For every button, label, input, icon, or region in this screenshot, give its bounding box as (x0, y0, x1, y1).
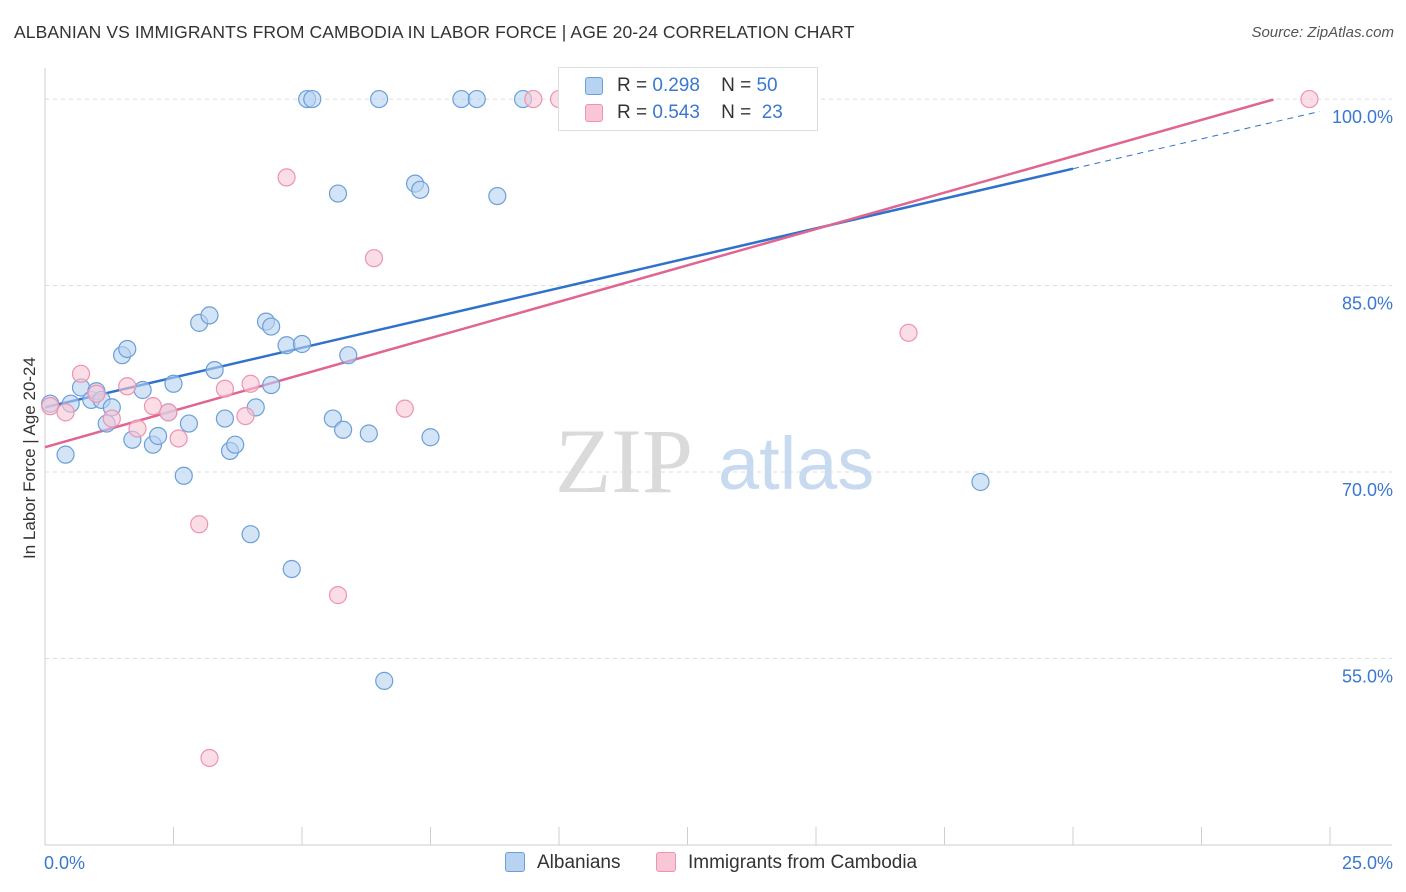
y-axis-label: In Labor Force | Age 20-24 (20, 357, 39, 559)
y-tick-label: 55.0% (1342, 667, 1393, 687)
albanians-point (262, 317, 281, 336)
cambodia-point (71, 364, 91, 383)
albanians-point (421, 428, 440, 447)
cambodia-point (364, 249, 384, 268)
cambodia-point (87, 384, 106, 403)
albanians-point (323, 409, 342, 428)
cambodia-point (190, 515, 209, 534)
legend-r-value-cambodia: 0.543 (652, 102, 700, 123)
albanians-point (411, 180, 430, 199)
cambodia-point (236, 406, 255, 426)
albanians-point (179, 414, 199, 433)
albanians-point (133, 380, 152, 400)
watermark-atlas: atlas (718, 422, 874, 505)
cambodia-point (524, 89, 543, 109)
albanians-point (226, 435, 245, 454)
axis-layer: 55.0% 70.0% 85.0% 100.0% 0.0% 25.0% (44, 68, 1393, 873)
cambodia-point (159, 403, 178, 422)
y-tick-label: 85.0% (1342, 294, 1393, 314)
watermark: ZIP atlas (555, 410, 874, 512)
legend-r-label: R = (617, 102, 648, 123)
grid-layer (45, 98, 1392, 660)
albanians-point (205, 360, 224, 380)
albanians-point (303, 89, 322, 109)
x-tick-label: 25.0% (1342, 853, 1393, 873)
albanians-point (215, 409, 234, 428)
bottom-legend-swatch-cambodia (656, 852, 676, 872)
cambodia-point (169, 429, 188, 448)
watermark-zip: ZIP (555, 410, 693, 512)
stats-legend: R = 0.298 N = 50 R = 0.543 N = 23 (558, 67, 818, 131)
albanians-point (277, 336, 296, 355)
cambodia-point (1300, 89, 1319, 109)
chart-title: ALBANIAN VS IMMIGRANTS FROM CAMBODIA IN … (14, 22, 855, 42)
albanians-point (339, 346, 358, 365)
trend-layer (44, 98, 1320, 449)
albanians-point (370, 89, 389, 109)
albanians-trendline-extension (1072, 110, 1320, 170)
legend-swatch-cambodia (585, 104, 603, 122)
albanians-point (164, 374, 183, 393)
albanians-point (488, 186, 507, 206)
bottom-legend-swatch-albanians (505, 852, 525, 872)
albanians-point (467, 89, 486, 109)
legend-n-label: N = (721, 75, 752, 96)
albanians-point (452, 89, 471, 109)
legend-n-label: N = (721, 102, 752, 123)
albanians-point (334, 420, 353, 439)
cambodia-point (41, 397, 60, 416)
albanians-point (118, 339, 137, 359)
legend-r-value-albanians: 0.298 (652, 75, 700, 96)
albanians-point (174, 466, 193, 485)
x-tick-label: 0.0% (44, 853, 85, 873)
bottom-legend-label-albanians: Albanians (537, 852, 621, 873)
cambodia-point (102, 409, 121, 428)
albanians-point (262, 375, 281, 395)
legend-n-value-cambodia: 23 (761, 102, 783, 123)
cambodia-point (56, 403, 75, 422)
cambodia-point (277, 168, 296, 187)
bottom-legend-label-cambodia: Immigrants from Cambodia (688, 852, 918, 873)
albanians-point (971, 472, 990, 492)
cambodia-point (899, 323, 918, 342)
cambodia-point (200, 748, 219, 768)
cambodia-point (241, 374, 260, 393)
cambodia-point (128, 419, 147, 438)
legend-r-label: R = (617, 75, 648, 96)
cambodia-point (395, 399, 414, 418)
albanians-point (359, 424, 378, 443)
albanians-point (292, 334, 312, 354)
points-layer (41, 89, 1319, 768)
cambodia-point (328, 586, 348, 605)
albanians-point (148, 426, 168, 446)
albanians-point (282, 559, 301, 579)
albanians-point (375, 671, 394, 690)
cambodia-point (143, 397, 163, 416)
albanians-trendline (44, 167, 1074, 409)
legend-swatch-albanians (585, 77, 603, 95)
source-label: Source: ZipAtlas.com (1251, 24, 1394, 41)
albanians-point (200, 306, 219, 325)
albanians-point (328, 184, 348, 203)
y-tick-label: 70.0% (1342, 480, 1393, 500)
legend-n-value-albanians: 50 (756, 75, 778, 96)
albanians-point (241, 525, 260, 544)
albanians-point (56, 445, 75, 464)
cambodia-point (118, 377, 137, 396)
cambodia-point (215, 379, 234, 398)
y-tick-label: 100.0% (1332, 107, 1393, 127)
